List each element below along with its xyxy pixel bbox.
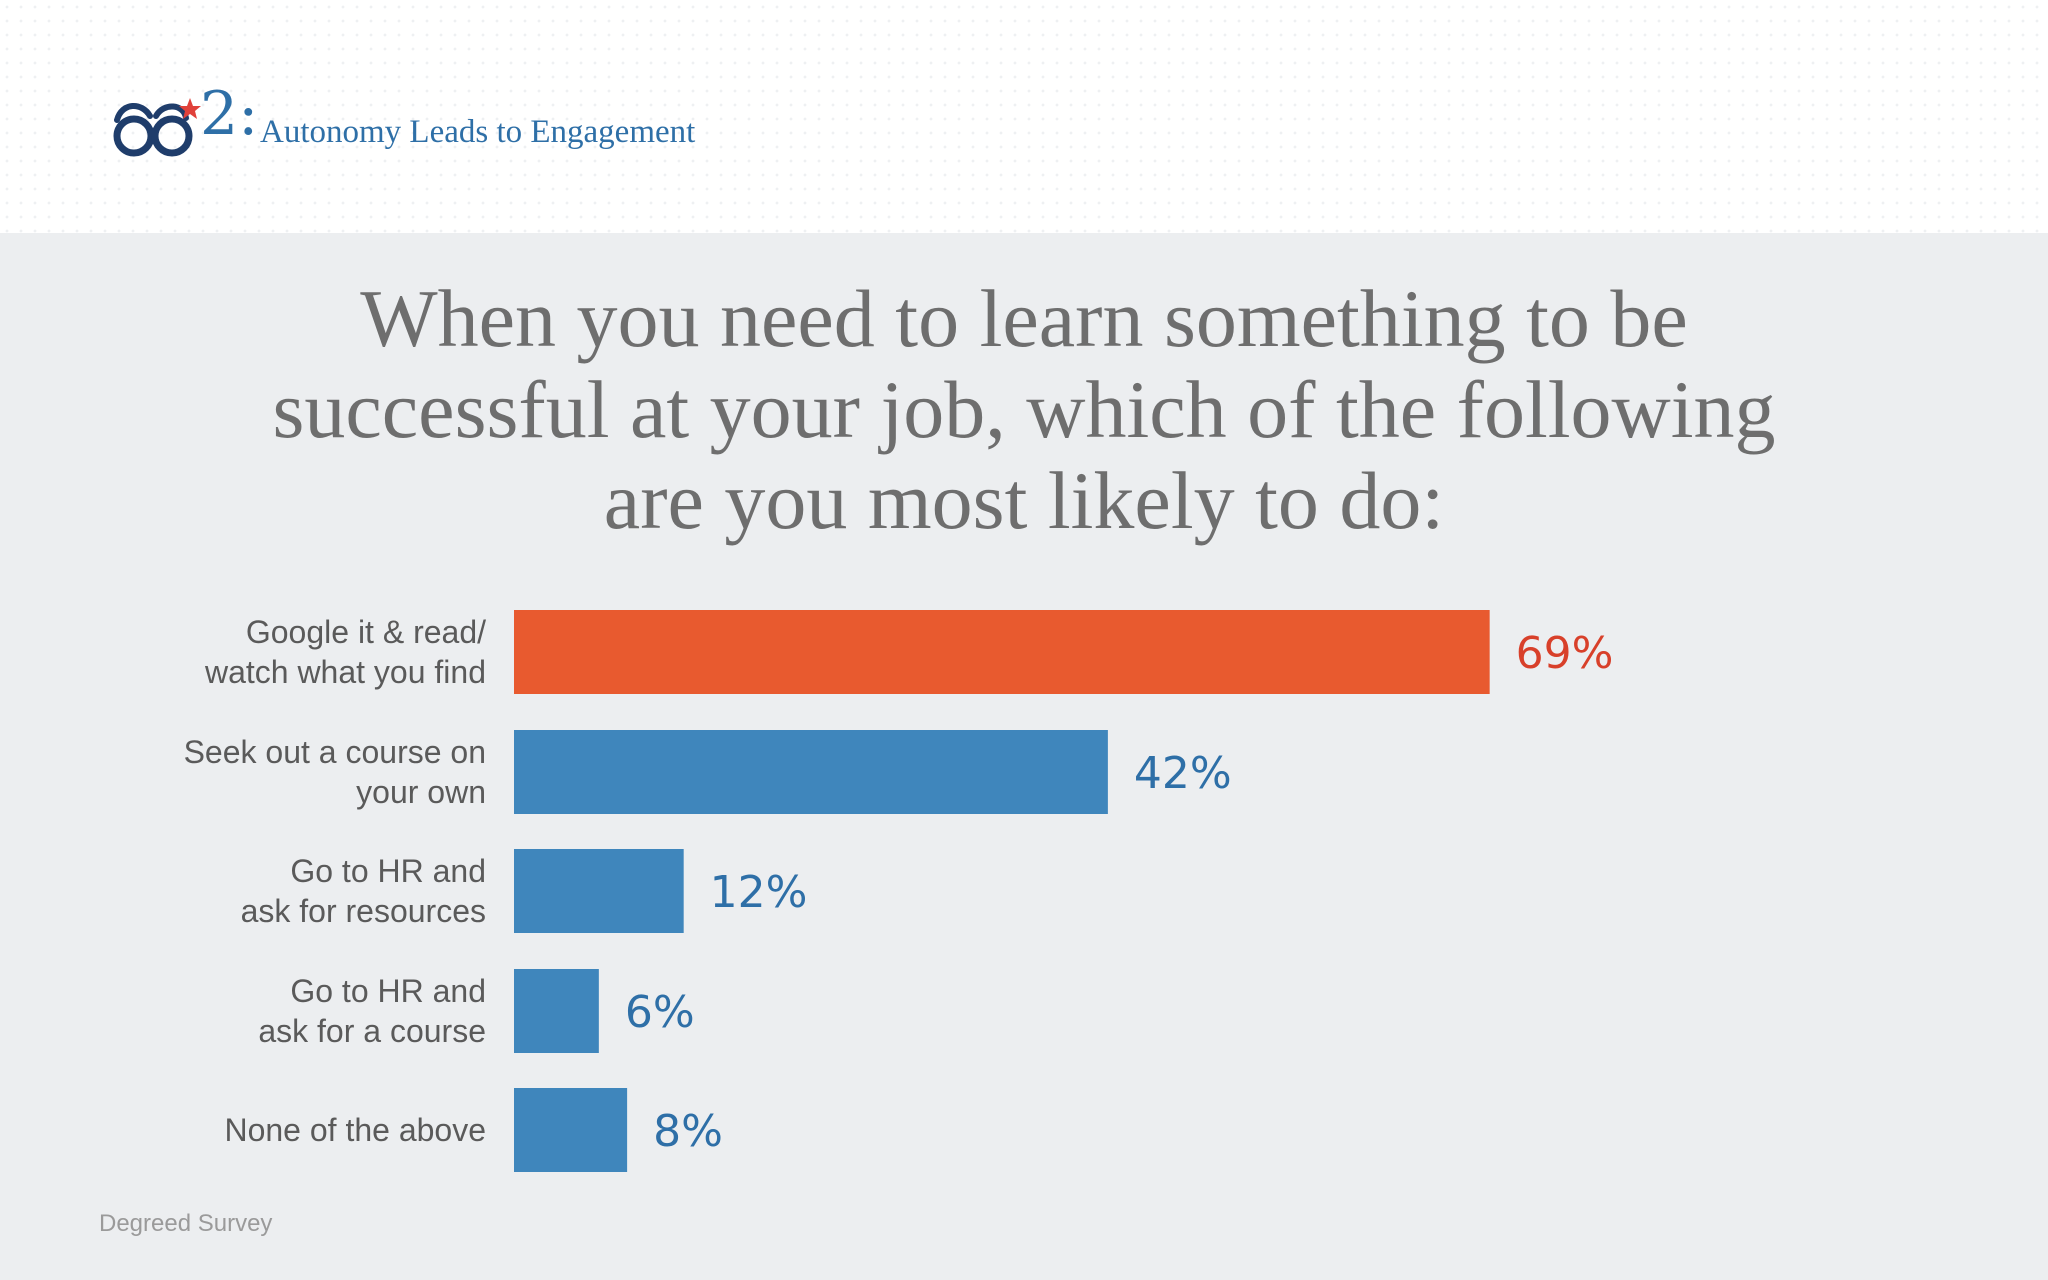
category-label: Seek out a course on: [184, 734, 486, 770]
section-title: Autonomy Leads to Engagement: [260, 114, 696, 150]
category-label: Go to HR and: [290, 853, 486, 889]
value-label: 42%: [1134, 748, 1232, 799]
bar: [514, 730, 1108, 814]
value-label: 6%: [625, 987, 695, 1038]
category-label: ask for resources: [241, 893, 486, 929]
chart-title-line: When you need to learn something to be: [360, 273, 1688, 364]
chart-title-line: are you most likely to do:: [603, 455, 1445, 546]
chart-title: When you need to learn something to be s…: [170, 273, 1878, 546]
glasses-logo-icon: [113, 98, 201, 157]
category-label: your own: [356, 774, 486, 810]
chart-panel: When you need to learn something to be s…: [0, 233, 2048, 1280]
section-number: 2:: [200, 79, 259, 149]
category-label: None of the above: [224, 1112, 486, 1148]
chart-title-line: successful at your job, which of the fol…: [272, 364, 1776, 455]
bar: [514, 969, 599, 1053]
source-note: Degreed Survey: [99, 1210, 273, 1237]
bar: [514, 1088, 628, 1172]
value-label: 12%: [710, 867, 808, 918]
header: 2: Autonomy Leads to Engagement: [0, 0, 2048, 233]
category-label: Google it & read/: [246, 614, 486, 650]
category-label: ask for a course: [258, 1013, 486, 1049]
value-label: 69%: [1516, 628, 1614, 679]
category-label: watch what you find: [204, 654, 486, 690]
value-label: 8%: [653, 1106, 723, 1157]
category-label: Go to HR and: [290, 973, 486, 1009]
bar: [514, 849, 684, 933]
bar: [514, 610, 1490, 694]
